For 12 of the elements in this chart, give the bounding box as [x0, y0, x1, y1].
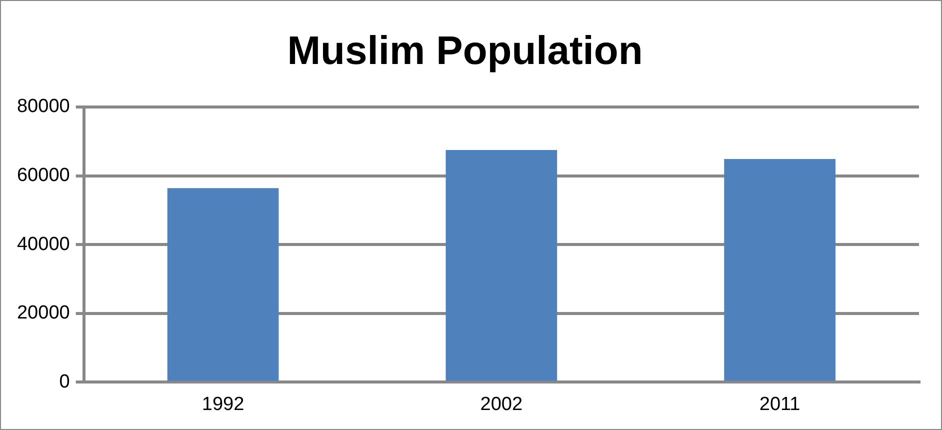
y-tick-label: 40000 [16, 234, 70, 255]
y-tick-label: 20000 [16, 302, 70, 324]
y-tick-label: 60000 [16, 165, 70, 186]
bar [446, 150, 558, 381]
x-tick-label: 1992 [202, 394, 244, 415]
y-tick-label: 80000 [16, 96, 70, 118]
bar [167, 188, 279, 381]
y-tick-label: 0 [59, 371, 70, 392]
x-tick-label: 2011 [759, 394, 800, 415]
x-tick-label: 2002 [480, 394, 523, 415]
chart-title: Muslim Population [287, 29, 643, 74]
bar [724, 158, 836, 381]
